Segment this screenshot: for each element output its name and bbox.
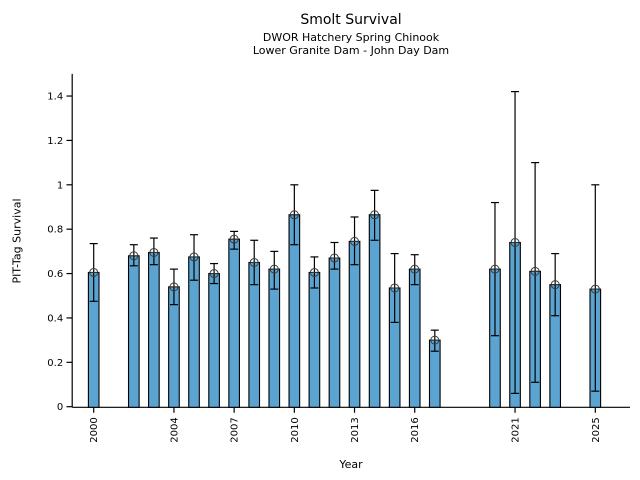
chart-subtitle-line2: Lower Granite Dam - John Day Dam [252, 43, 450, 57]
y-tick-label: 1.2 [47, 136, 63, 147]
marker-circle-2014 [370, 210, 380, 220]
y-tick-label: 1.4 [47, 92, 63, 103]
y-tick-label: 0 [57, 402, 63, 413]
bar-2002 [127, 255, 140, 408]
marker-circle-2000 [89, 267, 99, 277]
marker-circle-2002 [129, 251, 139, 261]
bar-2014 [368, 214, 381, 408]
bar-2007 [228, 238, 240, 408]
x-axis-label: Year [339, 458, 363, 471]
bar-2016 [408, 268, 421, 408]
x-tick-label-2000: 2000 [89, 417, 100, 442]
x-tick-label-2016: 2016 [410, 417, 421, 442]
marker-circle-2022 [530, 266, 540, 276]
marker-circle-2023 [550, 280, 560, 290]
bar-2006 [208, 273, 220, 408]
bar-2009 [268, 268, 281, 408]
marker-circle-2012 [329, 253, 339, 263]
marker-circle-2017 [430, 335, 440, 345]
bar-2003 [148, 251, 160, 408]
x-tick-label-2007: 2007 [230, 417, 241, 442]
y-tick-label: 1 [57, 180, 63, 191]
bar-2013 [348, 240, 361, 408]
y-tick-label: 0.2 [47, 358, 63, 369]
marker-circle-2004 [169, 282, 179, 292]
marker-circle-2003 [149, 247, 159, 257]
x-tick-label-2004: 2004 [169, 417, 180, 442]
marker-circle-2005 [189, 252, 199, 262]
y-tick-label: 0.6 [47, 269, 63, 280]
chart-title: Smolt Survival [300, 12, 402, 28]
chart-subtitle-line1: DWOR Hatchery Spring Chinook [262, 30, 440, 44]
marker-circle-2009 [269, 264, 279, 274]
marker-circle-2021 [510, 237, 520, 247]
marker-circle-2015 [390, 283, 400, 293]
bar-2012 [328, 257, 341, 408]
marker-circle-2011 [309, 267, 319, 277]
x-tick-label-2021: 2021 [511, 417, 522, 442]
bar-2011 [308, 271, 321, 408]
x-tick-label-2010: 2010 [290, 417, 301, 442]
marker-circle-2016 [410, 264, 420, 274]
y-tick-label: 0.8 [47, 225, 63, 236]
title-block: Smolt Survival DWOR Hatchery Spring Chin… [72, 12, 630, 57]
x-tick-label-2013: 2013 [350, 417, 361, 442]
marker-circle-2020 [490, 264, 500, 274]
y-tick-label: 0.4 [47, 313, 63, 324]
x-tick-label-2025: 2025 [591, 417, 602, 442]
marker-circle-2010 [289, 210, 299, 220]
marker-circle-2007 [229, 234, 239, 244]
marker-circle-2013 [350, 236, 360, 246]
marker-circle-2006 [209, 269, 219, 279]
marker-circle-2025 [590, 284, 600, 294]
marker-circle-2008 [249, 257, 259, 267]
